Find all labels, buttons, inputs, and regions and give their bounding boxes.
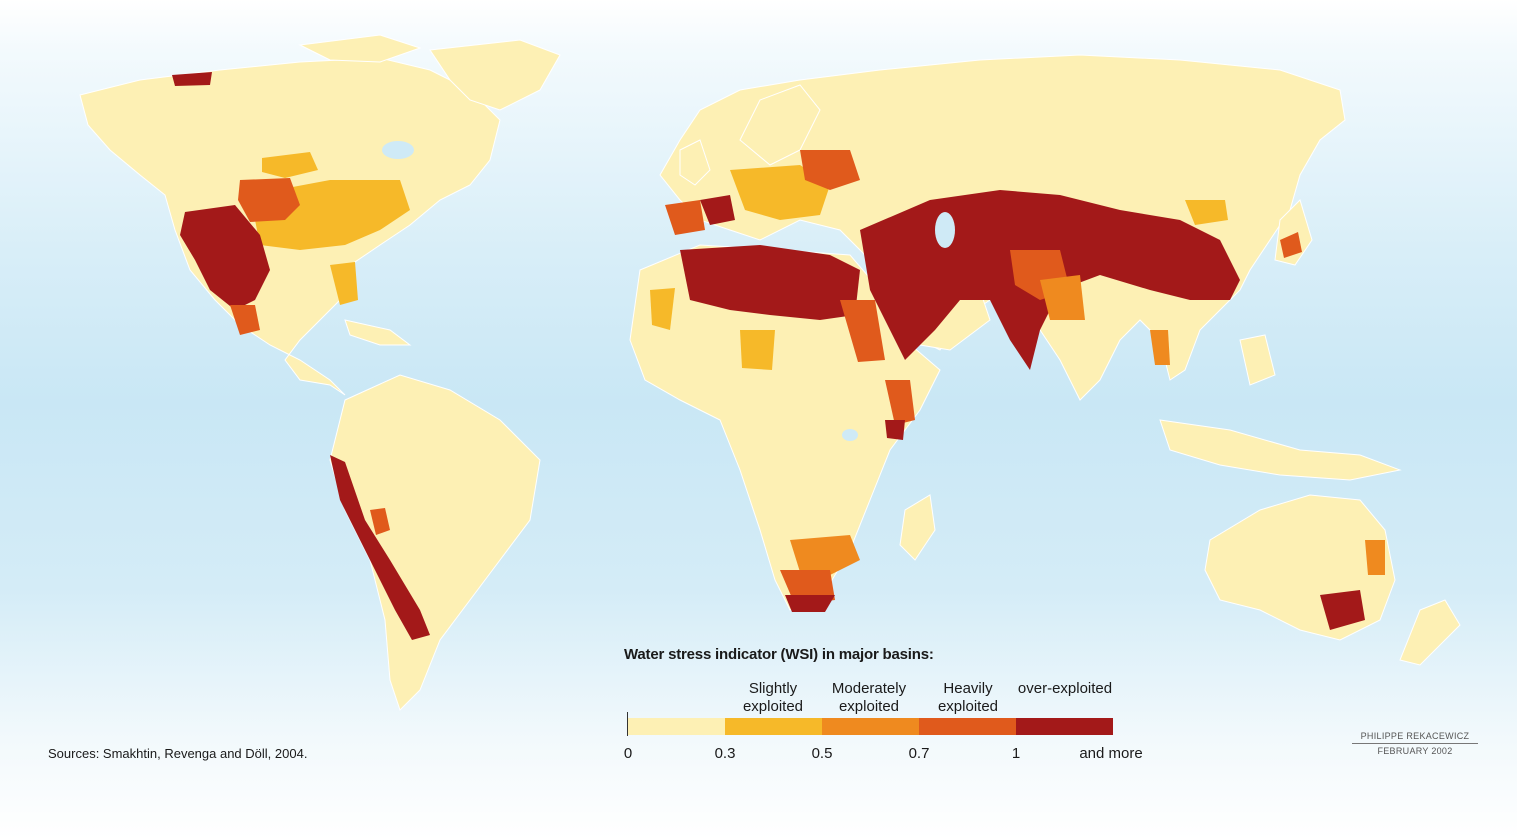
safrica-moderate: [790, 535, 860, 575]
safrica-over: [785, 595, 835, 612]
source-note: Sources: Smakhtin, Revenga and Döll, 200…: [48, 746, 308, 761]
seasia-moderate: [1150, 330, 1170, 365]
legend-tick-1: 0.3: [714, 745, 736, 762]
scandinavia: [739, 84, 821, 166]
indonesia: [1159, 419, 1402, 481]
legend-tick-3: 0.7: [908, 745, 930, 762]
legend-origin-line: [627, 712, 628, 736]
legend-label-moderate: Moderately exploited: [831, 680, 907, 715]
stress-regions: [172, 72, 1385, 640]
legend-bar-heavy: [919, 718, 1016, 735]
na-slight-east: [330, 262, 358, 305]
eafrica-over: [885, 420, 905, 440]
na-slight-north: [262, 152, 318, 178]
na-heavy-rockies: [238, 178, 300, 222]
legend-tick-0: 0: [623, 745, 633, 762]
author-credit: PHILIPPE REKACEWICZ FEBRUARY 2002: [1352, 730, 1478, 757]
legend-bar-over: [1016, 718, 1113, 735]
china-slight: [1185, 200, 1228, 225]
new-zealand: [1399, 599, 1461, 666]
legend-tick-5: and more: [1079, 745, 1143, 762]
eu-heavy-iberia: [665, 200, 705, 235]
nafrica-over: [680, 245, 860, 320]
philippines: [1239, 334, 1276, 386]
ne-africa-heavy: [840, 300, 885, 362]
eu-heavy: [800, 150, 860, 190]
alaska-over: [172, 72, 212, 86]
greenland: [429, 39, 561, 111]
centralasia-moderate: [1040, 275, 1085, 320]
legend-bar-slight: [725, 718, 822, 735]
legend-tick-2: 0.5: [811, 745, 833, 762]
legend-label-heavy: Heavily exploited: [937, 680, 999, 715]
japan-heavy: [1280, 232, 1302, 258]
eafrica-heavy: [885, 380, 915, 425]
legend-tick-4: 1: [1011, 745, 1021, 762]
legend-label-over: over-exploited: [1017, 680, 1113, 697]
australia: [1204, 494, 1396, 641]
lakes: [382, 141, 955, 441]
nafrica-slight-sahel: [740, 330, 775, 370]
au-moderate: [1365, 540, 1385, 575]
land-masses: [79, 34, 1461, 711]
na-over-west: [180, 205, 270, 310]
legend-bar-base: [628, 718, 725, 735]
nafrica-slight: [650, 288, 675, 330]
legend-title: Water stress indicator (WSI) in major ba…: [624, 646, 934, 663]
caribbean: [344, 319, 412, 346]
legend-label-slight: Slightly exploited: [742, 680, 804, 715]
british-isles: [679, 139, 711, 186]
credit-author: PHILIPPE REKACEWICZ: [1360, 731, 1470, 741]
madagascar: [899, 494, 936, 561]
eu-over-iberia: [700, 195, 735, 225]
au-over: [1320, 590, 1365, 630]
sa-heavy-andes: [370, 508, 390, 535]
credit-date: FEBRUARY 2002: [1377, 746, 1453, 756]
legend-bar-moderate: [822, 718, 919, 735]
na-heavy-mexico: [230, 305, 260, 335]
arctic-islands: [298, 34, 422, 63]
sa-over-andes: [330, 455, 430, 640]
credit-rule: [1352, 743, 1478, 744]
